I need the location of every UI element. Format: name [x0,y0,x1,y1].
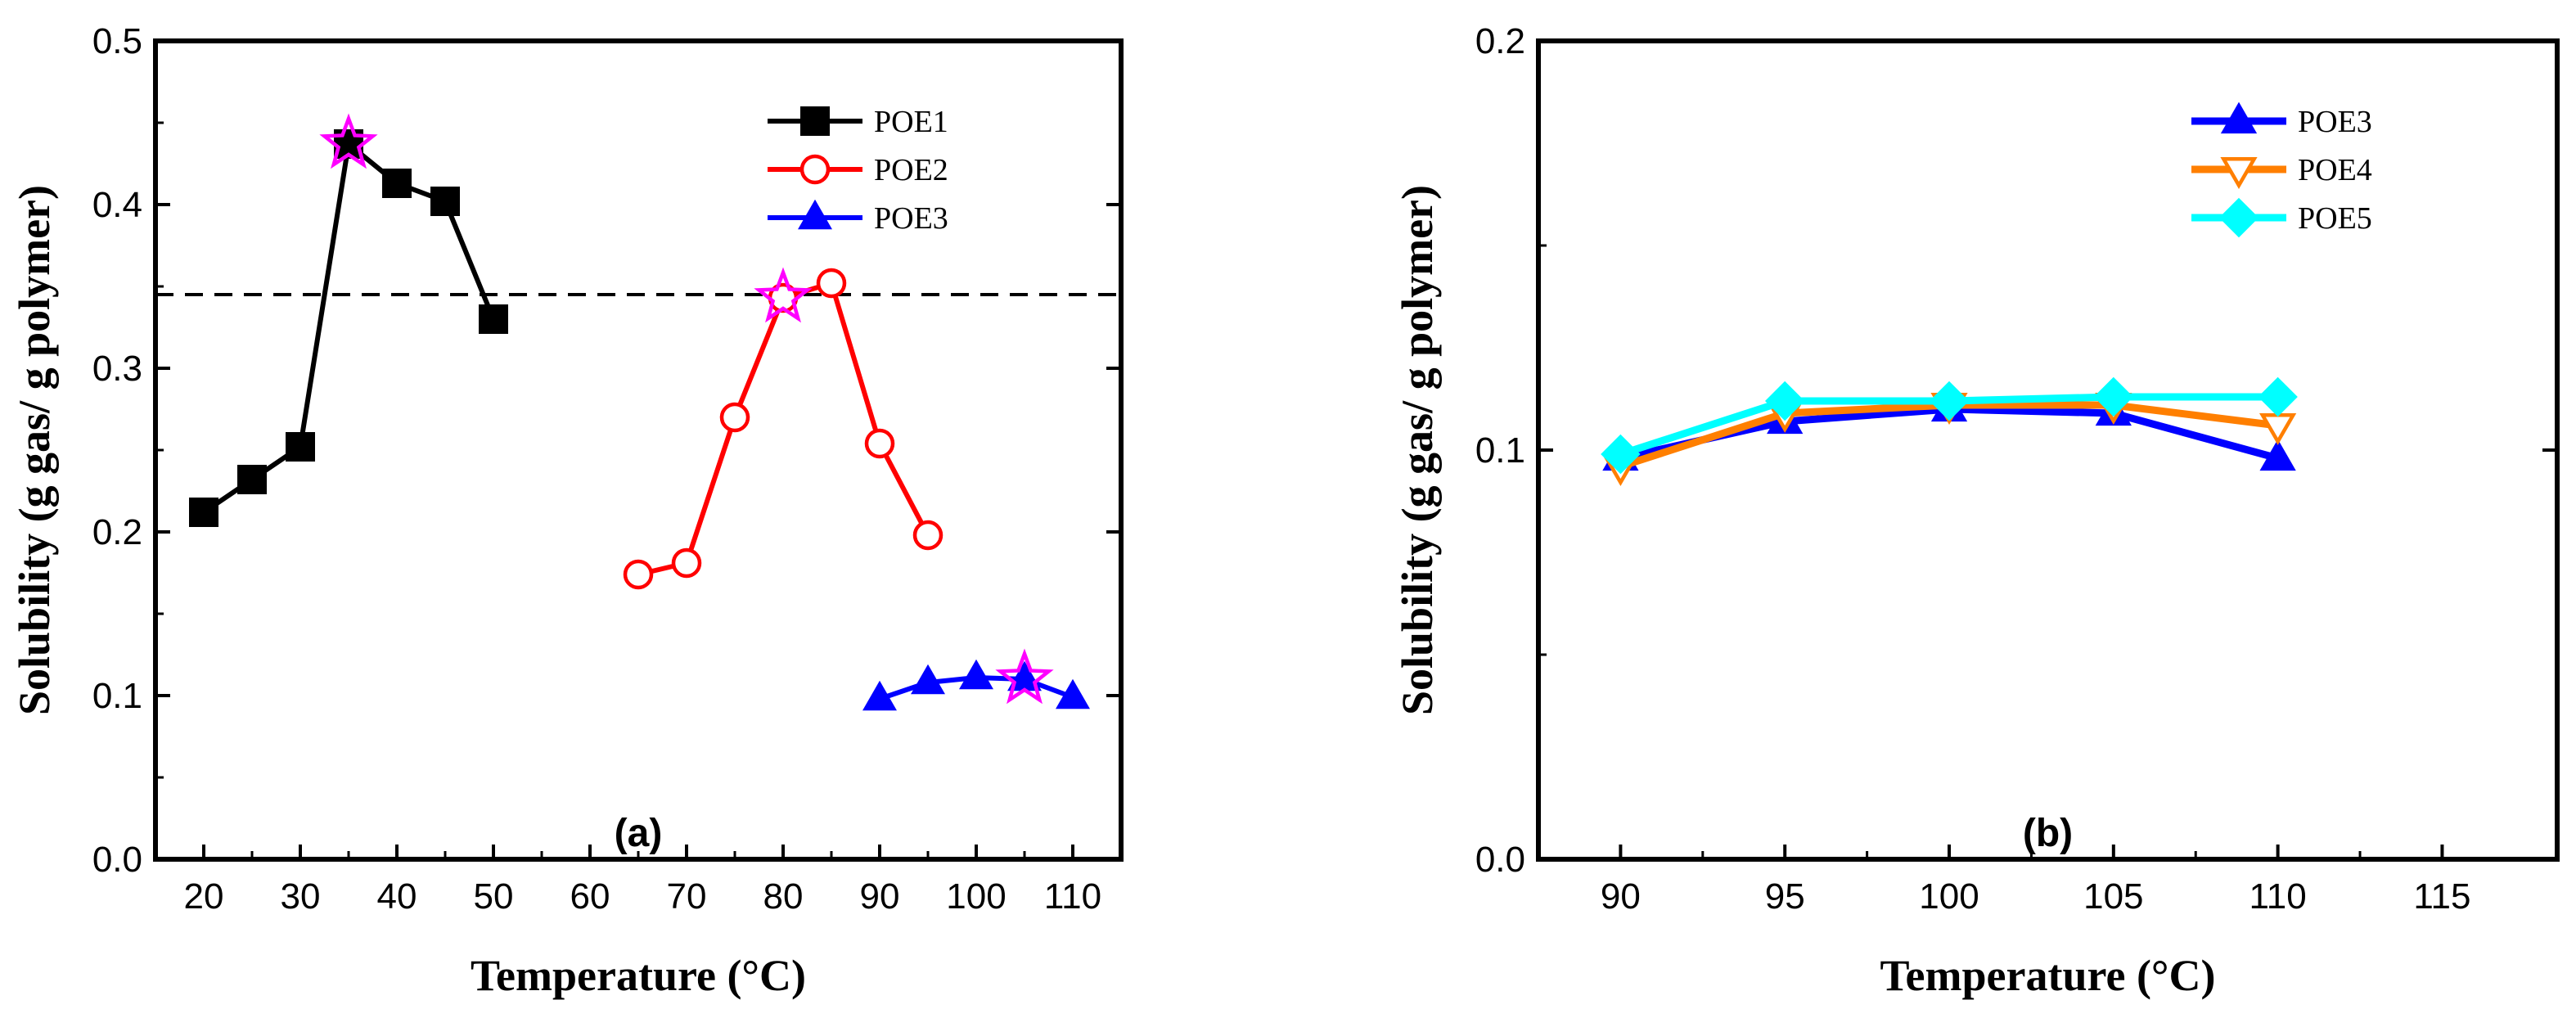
series-poe5 [1601,376,2298,475]
legend-marker [798,199,832,230]
series-poe3 [862,659,1090,711]
data-point-poe1 [430,187,460,216]
x-tick-label: 110 [1044,876,1101,917]
y-tick-label: 0.1 [92,676,142,716]
x-tick-label: 100 [1919,876,1979,917]
data-point-poe1 [382,169,412,198]
legend-marker [800,106,830,136]
star-annotation [754,267,813,323]
legend-entry-poe1: POE1 [768,105,948,139]
panel-label: (a) [615,812,663,855]
y-tick-label: 0.2 [1475,21,1525,61]
x-axis-title: Temperature (°C) [471,951,806,1000]
data-point-poe1 [286,432,315,462]
x-tick-label: 90 [860,876,900,917]
star-annotation [319,113,378,169]
y-tick-label: 0.1 [1475,430,1525,471]
data-point-poe3 [1056,678,1090,709]
x-axis-title: Temperature (°C) [1880,951,2215,1000]
legend-entry-poe2: POE2 [768,153,948,187]
data-point-poe4 [2259,413,2297,446]
data-point-poe2 [864,428,895,459]
legend-marker [2218,197,2259,238]
data-point-poe1 [479,304,508,334]
series-poe2 [623,268,943,590]
x-tick-label: 105 [2083,876,2143,917]
legend-label: POE5 [2298,201,2372,236]
legend: POE1 POE2 POE3 [768,105,948,236]
x-tick-label: 30 [281,876,321,917]
x-tick-label: 100 [946,876,1006,917]
series-poe1 [189,129,508,527]
data-point-poe5 [1764,381,1805,421]
legend-marker [2220,101,2258,134]
data-point-poe2 [719,402,750,433]
legend-entry-poe4: POE4 [2191,153,2372,190]
data-point-poe3 [862,680,897,711]
legend-label: POE1 [874,105,948,139]
data-point-poe5 [1601,434,1641,475]
chart-panel-a: 20 30 40 50 60 70 80 90 100 110 0.0 0.1 0.2 0.3 0.4 0.5… [10,21,1124,1000]
x-tick-label: 60 [570,876,610,917]
x-tick-label: 50 [474,876,514,917]
panel-label: (b) [2023,812,2073,855]
legend-entry-poe3: POE3 [768,199,948,236]
data-point-poe5 [2258,376,2298,417]
x-tick-label: 115 [2413,876,2470,917]
legend-label: POE4 [2298,153,2372,187]
x-tick-label: 70 [667,876,707,917]
x-tick-label: 40 [377,876,417,917]
y-tick-label: 0.0 [1475,840,1525,880]
data-point-poe1 [189,498,218,527]
data-point-poe5 [2093,376,2134,417]
y-axis-title: Solubility (g gas/ g polymer) [1393,185,1442,715]
y-tick-label: 0.0 [92,840,142,880]
star-annotation [995,648,1054,705]
data-point-poe3 [911,664,945,695]
legend-marker [2220,157,2258,190]
data-point-poe5 [1929,381,1970,421]
legend-label: POE2 [874,153,948,187]
data-point-poe3 [2259,439,2296,471]
series-line-poe2 [637,281,930,577]
y-axis-title: Solubility (g gas/ g polymer) [10,185,59,715]
y-tick-label: 0.5 [92,21,142,61]
data-point-poe2 [671,547,702,579]
x-tick-label: 20 [184,876,224,917]
data-point-poe2 [912,520,943,551]
legend: POE3 POE4 POE5 [2191,101,2372,238]
data-point-poe1 [237,465,267,494]
data-point-poe2 [623,559,654,590]
legend-entry-poe5: POE5 [2191,197,2372,238]
legend-label: POE3 [2298,105,2372,139]
legend-marker [799,154,831,185]
chart-panel-b: 90 95 100 105 110 115 0.0 0.1 0.2 Temperature (°C… [1393,21,2560,1000]
x-tick-label: 90 [1601,876,1641,917]
legend-label: POE3 [874,201,948,236]
y-tick-label: 0.4 [92,185,142,225]
legend-entry-poe3: POE3 [2191,101,2372,139]
data-point-poe3 [959,659,993,690]
x-tick-label: 110 [2249,876,2307,917]
x-tick-label: 80 [763,876,804,917]
x-tick-label: 95 [1765,876,1805,917]
y-tick-label: 0.2 [92,512,142,552]
y-tick-label: 0.3 [92,349,142,389]
axis-frame [1536,38,2560,862]
data-point-poe2 [816,268,847,299]
